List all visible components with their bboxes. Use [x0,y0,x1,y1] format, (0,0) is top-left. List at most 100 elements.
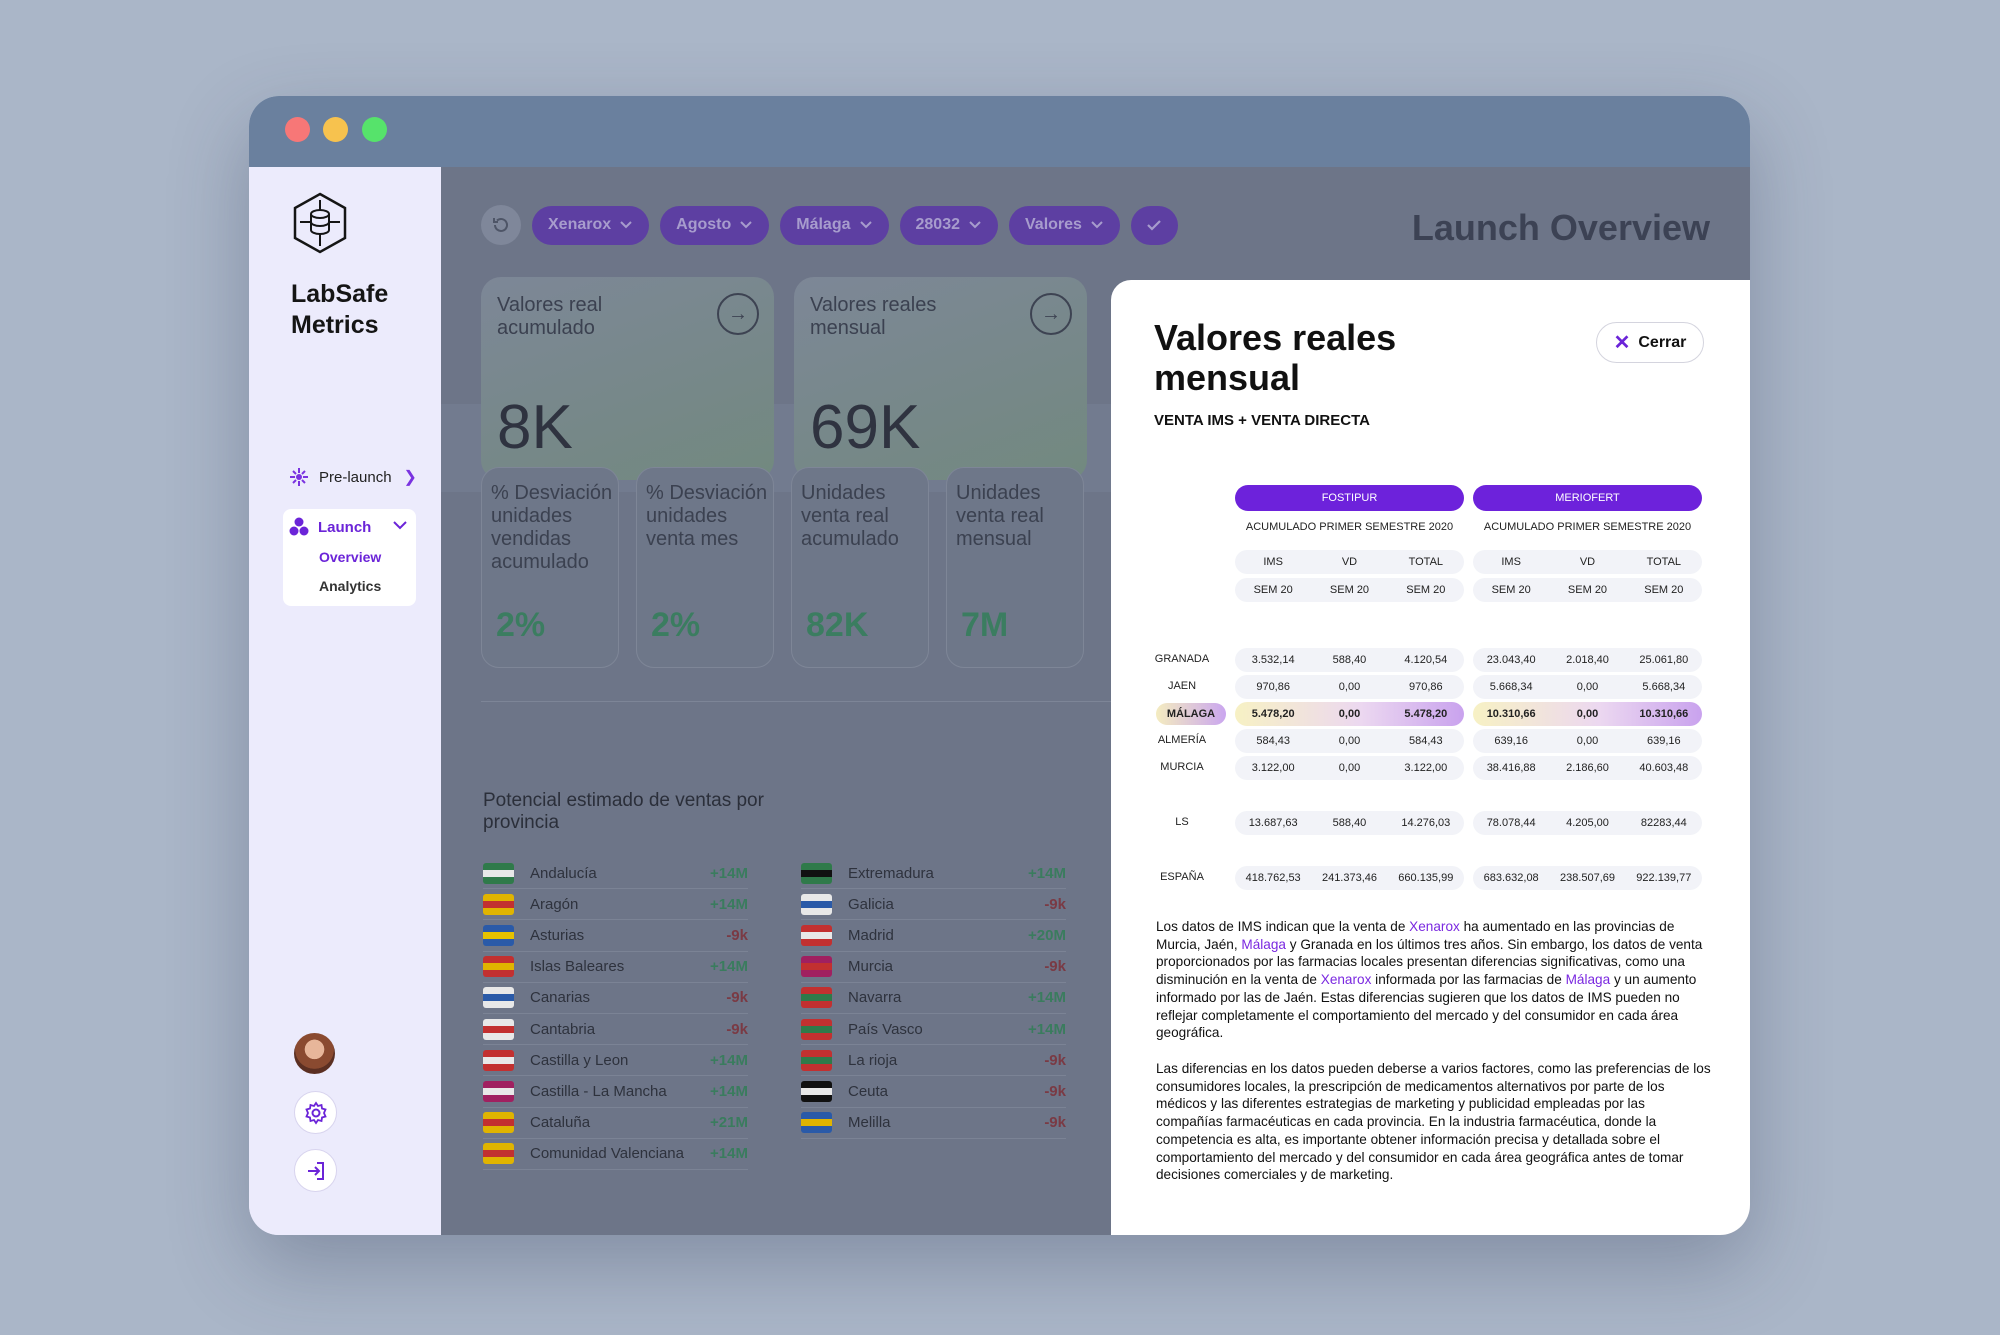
province-row[interactable]: Ceuta -9k [801,1076,1066,1108]
province-name: Cataluña [530,1114,591,1132]
province-row[interactable]: Aragón +14M [483,889,748,921]
window-maximize-dot[interactable] [362,117,387,142]
filter-product[interactable]: Xenarox [532,205,650,245]
province-value: +14M [710,895,748,913]
table-cell: 5.668,34 [1489,681,1533,693]
province-list-right: Extremadura +14M Galicia -9k Madrid +20M Murci… [801,858,1066,1139]
paragraph-text: ha aumentado en las provincias de Murcia… [1156,919,1675,952]
kpi-value: 8K [497,393,573,462]
province-name: Aragón [530,895,579,913]
table-cell: 922.139,77 [1636,872,1692,884]
province-row[interactable]: Melilla -9k [801,1108,1066,1139]
province-row[interactable]: Murcia -9k [801,952,1066,983]
table-cell: 5.478,20 [1251,708,1295,720]
kpi-card-units-monthly[interactable]: Unidades venta real mensual 7M [946,467,1084,668]
analysis-paragraph-2: Las diferencias en los datos pueden debe… [1156,1061,1711,1183]
nav-overview[interactable]: Overview [319,549,382,565]
nav-prelaunch[interactable]: Pre-launch ❯ [289,467,417,487]
province-row[interactable]: Islas Baleares +14M [483,952,748,983]
table-row: 3.532,14 588,40 4.120,54 [1235,648,1464,672]
kpi-card-deviation-month[interactable]: % Desviación unidades venta mes 2% [636,467,774,668]
sem-cell: SEM 20 [1567,584,1608,596]
province-row[interactable]: Castilla y Leon +14M [483,1045,748,1077]
flag-icon [801,1112,832,1134]
row-label: LS [1175,816,1189,828]
province-row[interactable]: Navarra +14M [801,983,1066,1014]
chevron-down-icon [859,221,872,229]
column-header-row: IMS VD TOTAL [1235,550,1464,574]
chevron-down-icon[interactable] [392,517,408,533]
kpi-value: 7M [961,606,1009,644]
divider [481,701,1131,702]
table-cell: 970,86 [1256,681,1290,693]
sem-cell: SEM 20 [1329,584,1370,596]
province-row[interactable]: Comunidad Valenciana +14M [483,1139,748,1170]
flag-icon [483,1018,514,1040]
apply-filters-button[interactable] [1130,205,1178,245]
logout-icon [307,1161,324,1180]
chevron-right-icon: ❯ [403,469,417,486]
filter-province[interactable]: Málaga [780,205,889,245]
arrow-right-icon[interactable]: → [1030,293,1072,335]
province-row[interactable]: Asturias -9k [483,920,748,952]
settings-button[interactable] [294,1091,337,1134]
kpi-card-units-accumulated[interactable]: Unidades venta real acumulado 82K [791,467,929,668]
table-cell: 3.532,14 [1251,654,1295,666]
keyword-highlight: Xenarox [1320,972,1372,988]
kpi-card-monthly[interactable]: Valores reales mensual → 69K [794,277,1087,480]
close-button[interactable]: ✕ Cerrar [1596,322,1704,363]
province-row[interactable]: Extremadura +14M [801,858,1066,890]
province-name: País Vasco [848,1020,923,1038]
nav-launch[interactable]: Launch [289,517,371,537]
province-row[interactable]: Madrid +20M [801,920,1066,952]
logout-button[interactable] [294,1149,337,1192]
nav-analytics[interactable]: Analytics [319,578,382,594]
kpi-title: Unidades venta real mensual [956,482,1044,550]
flag-icon [483,1112,514,1134]
province-row[interactable]: Galicia -9k [801,889,1066,921]
avatar[interactable] [294,1033,335,1074]
col-ims: IMS [1501,556,1521,568]
province-row[interactable]: País Vasco +14M [801,1014,1066,1046]
flag-icon [801,924,832,946]
table-cell: 23.043,40 [1486,654,1536,666]
window-minimize-dot[interactable] [323,117,348,142]
filter-metric[interactable]: Valores [1009,205,1120,245]
province-row[interactable]: Andalucía +14M [483,858,748,890]
group-header-meriofert: MERIOFERT [1473,485,1702,511]
flag-icon [483,987,514,1009]
province-row[interactable]: La rioja -9k [801,1045,1066,1077]
rocket-icon [290,468,308,486]
flag-icon [801,956,832,978]
table-cell: 5.478,20 [1404,708,1448,720]
chevron-down-icon [740,221,752,229]
row-label: JAEN [1167,680,1197,692]
refresh-button[interactable] [481,205,521,245]
kpi-card-accumulated[interactable]: Valores real acumulado → 8K [481,277,774,480]
flag-icon [801,862,832,884]
province-row[interactable]: Canarias -9k [483,983,748,1014]
flag-icon [483,1143,514,1165]
province-value: -9k [1044,1082,1066,1100]
table-cell: 4.120,54 [1404,654,1448,666]
row-label: GRANADA [1154,653,1210,665]
col-total: TOTAL [1408,556,1444,568]
window-close-dot[interactable] [285,117,310,142]
province-row[interactable]: Cataluña +21M [483,1108,748,1139]
province-row[interactable]: Castilla - La Mancha +14M [483,1076,748,1108]
kpi-value: 2% [496,606,546,644]
row-label: MÁLAGA [1156,703,1226,725]
table-cell: 588,40 [1332,654,1367,666]
table-cell: 660.135,99 [1398,872,1454,884]
province-row[interactable]: Cantabria -9k [483,1014,748,1046]
filter-postal-code[interactable]: 28032 [899,205,998,245]
arrow-right-icon[interactable]: → [717,293,759,335]
table-cell: 2.018,40 [1566,654,1609,666]
province-name: Canarias [530,989,591,1007]
filter-month[interactable]: Agosto [660,205,770,245]
cluster-icon [289,517,309,536]
group-caption: ACUMULADO PRIMER SEMESTRE 2020 [1245,521,1454,533]
province-value: +14M [710,864,748,882]
kpi-card-deviation-accumulated[interactable]: % Desviación unidades vendidas acumulado… [481,467,619,668]
column-header-row: IMS VD TOTAL [1473,550,1702,574]
